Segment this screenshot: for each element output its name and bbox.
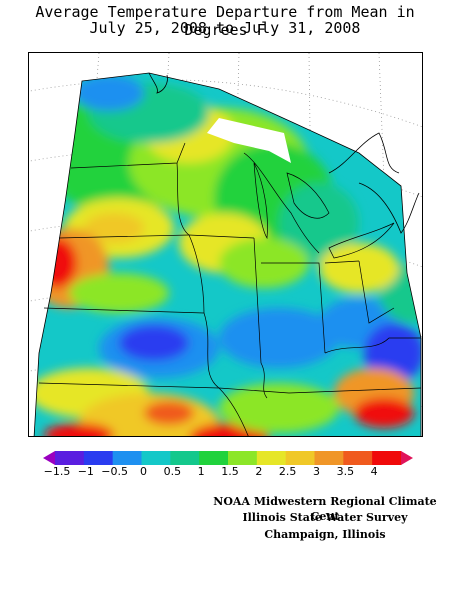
legend-tick-label: 3.5: [336, 465, 355, 478]
legend-tick-label: 1: [197, 465, 205, 478]
state-boundaries: [38, 142, 422, 436]
legend-tick-label: 0.5: [163, 465, 182, 478]
legend-tick-label: 4: [370, 465, 378, 478]
canada-coastline: [148, 72, 420, 234]
legend-swatch: [401, 451, 413, 465]
credit-line-1: NOAA Midwestern Regional Climate Cent: [213, 495, 437, 523]
no-data-area: [207, 118, 291, 163]
legend-swatch: [141, 451, 171, 465]
legend-swatch: [112, 451, 142, 465]
color-legend: [43, 451, 413, 465]
legend-tick-label: 0: [140, 465, 147, 478]
legend-swatch: [343, 451, 373, 465]
legend-swatch: [285, 451, 315, 465]
legend-swatch: [55, 451, 85, 465]
legend-swatch: [83, 451, 114, 465]
legend-tick-label: −1.5: [43, 465, 71, 478]
legend-swatch: [43, 451, 55, 465]
legend-swatch: [170, 451, 200, 465]
legend-swatch: [314, 451, 344, 465]
temperature-field: [34, 73, 421, 436]
legend-swatch: [199, 451, 229, 465]
legend-tick-label: −0.5: [101, 465, 129, 478]
legend-tick-label: 2.5: [278, 465, 297, 478]
legend-swatch: [256, 451, 287, 465]
credit-line-2: Illinois State Water Survey: [242, 511, 408, 524]
legend-tick-label: −1: [77, 465, 94, 478]
legend-tick-label: 2: [255, 465, 263, 478]
great-lakes: [253, 162, 395, 259]
legend-swatch: [372, 451, 402, 465]
temperature-map: [28, 52, 423, 437]
credit-line-3: Champaign, Illinois: [264, 528, 386, 541]
legend-swatch: [228, 451, 258, 465]
legend-tick-label: 1.5: [221, 465, 239, 478]
map-title: Average Temperature Departure from Mean …: [35, 3, 415, 39]
legend-tick-label: 3: [313, 465, 320, 478]
map-date-range: July 25, 2008 to July 31, 2008: [89, 19, 361, 37]
